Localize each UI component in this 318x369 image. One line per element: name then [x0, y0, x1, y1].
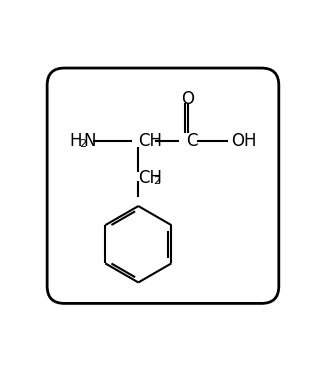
- Text: 2: 2: [79, 139, 86, 149]
- Text: N: N: [84, 132, 96, 150]
- Text: OH: OH: [231, 132, 256, 150]
- Text: CH: CH: [138, 169, 162, 187]
- Text: H: H: [69, 132, 82, 150]
- Text: 2: 2: [154, 176, 161, 186]
- Text: CH: CH: [138, 132, 162, 150]
- FancyBboxPatch shape: [47, 68, 279, 303]
- Text: O: O: [181, 90, 194, 108]
- Text: C: C: [186, 132, 198, 150]
